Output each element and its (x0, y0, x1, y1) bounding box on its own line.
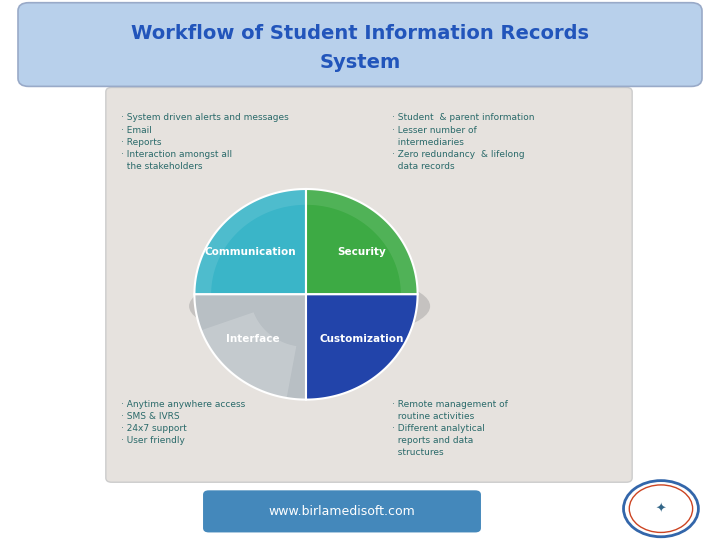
Text: Communication: Communication (204, 247, 296, 257)
FancyBboxPatch shape (106, 87, 632, 482)
Circle shape (624, 481, 698, 537)
Text: www.birlamedisoft.com: www.birlamedisoft.com (269, 505, 415, 518)
Text: Interface: Interface (225, 334, 279, 343)
Text: · Anytime anywhere access
· SMS & IVRS
· 24x7 support
· User friendly: · Anytime anywhere access · SMS & IVRS ·… (121, 400, 246, 445)
Text: · Remote management of
  routine activities
· Different analytical
  reports and: · Remote management of routine activitie… (392, 400, 508, 457)
Text: System: System (320, 52, 400, 72)
FancyBboxPatch shape (18, 3, 702, 86)
FancyBboxPatch shape (203, 490, 481, 532)
Text: Security: Security (338, 247, 386, 257)
Ellipse shape (189, 273, 430, 340)
Polygon shape (201, 312, 297, 398)
PathPatch shape (194, 189, 306, 294)
Polygon shape (194, 189, 418, 294)
PathPatch shape (306, 189, 418, 294)
PathPatch shape (306, 294, 418, 400)
Text: · System driven alerts and messages
· Email
· Reports
· Interaction amongst all
: · System driven alerts and messages · Em… (121, 113, 289, 171)
Text: · Student  & parent information
· Lesser number of
  intermediaries
· Zero redun: · Student & parent information · Lesser … (392, 113, 535, 171)
PathPatch shape (194, 294, 306, 400)
Text: Customization: Customization (320, 334, 404, 343)
Text: ✦: ✦ (656, 502, 666, 515)
Text: Workflow of Student Information Records: Workflow of Student Information Records (131, 24, 589, 43)
